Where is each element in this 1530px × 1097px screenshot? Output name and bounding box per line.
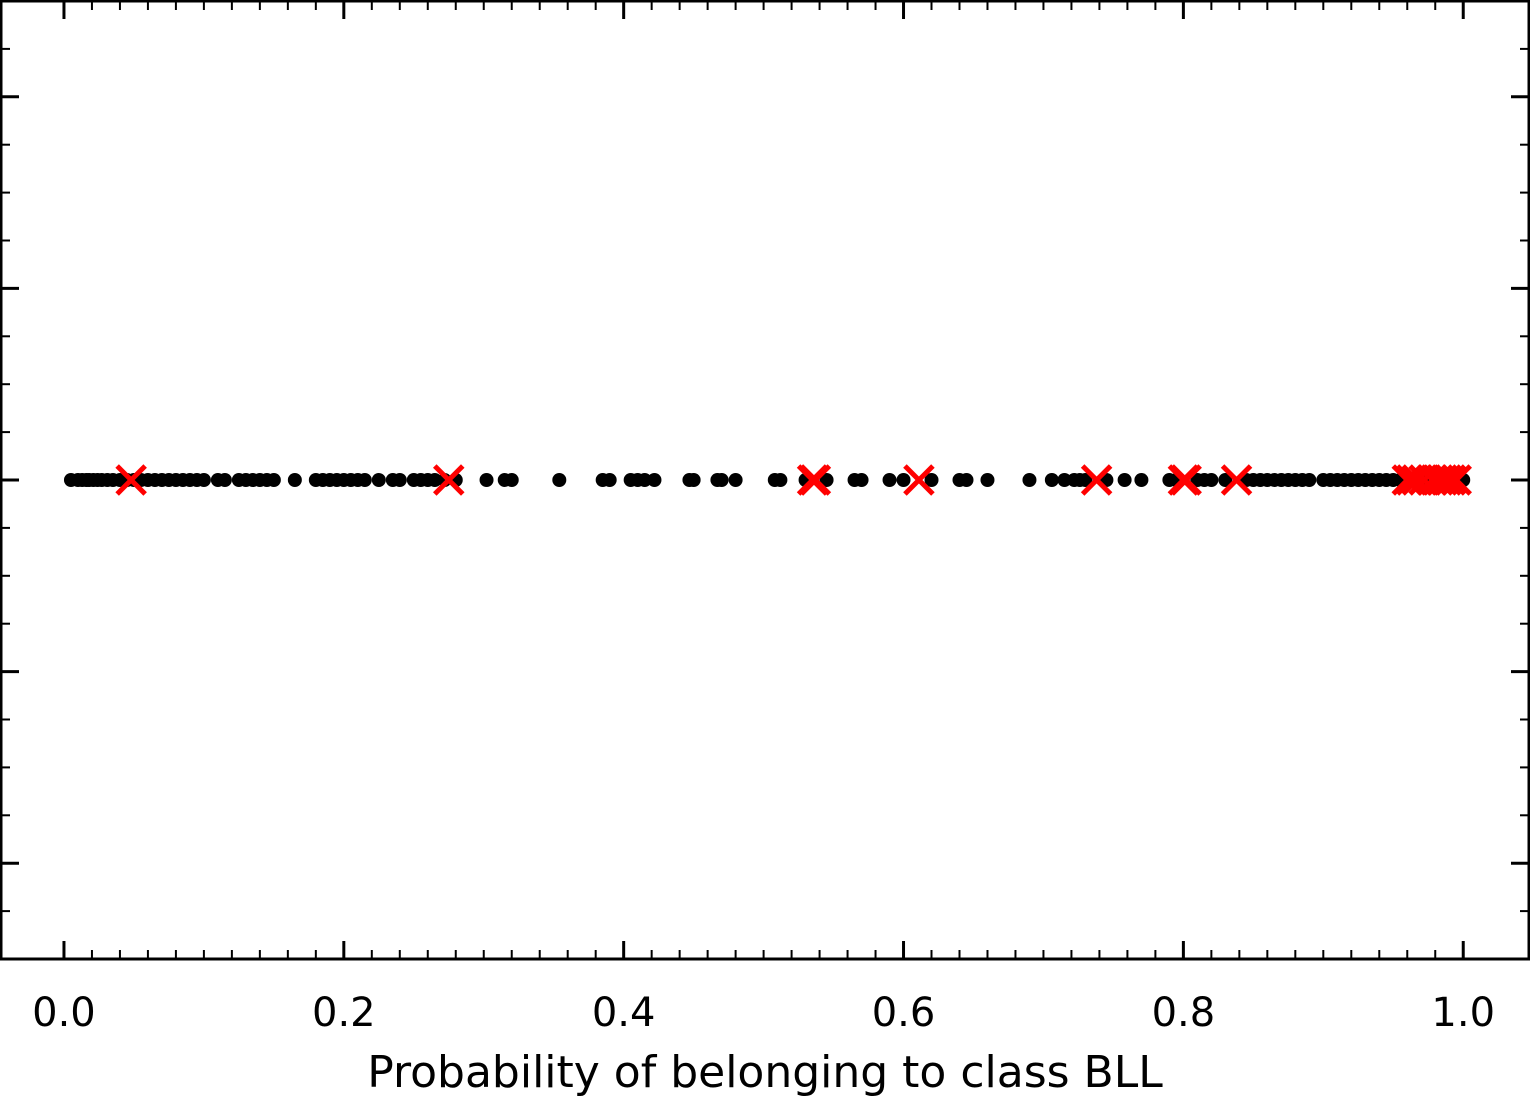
x-tick-label: 0.0: [32, 990, 96, 1036]
data-point-dot: [602, 473, 617, 487]
dot-series: [63, 473, 1471, 487]
data-point-dot: [896, 473, 911, 487]
data-point-dot: [637, 473, 652, 487]
cross-series: [115, 464, 1473, 496]
x-tick-label: 0.2: [312, 990, 376, 1036]
data-point-dot: [504, 473, 519, 487]
data-point-dot: [1022, 473, 1037, 487]
plot-frame: [0, 0, 1530, 961]
data-point-dot: [196, 473, 211, 487]
x-tick-label: 0.8: [1152, 990, 1216, 1036]
data-point-dot: [371, 473, 386, 487]
data-point-dot: [1044, 473, 1059, 487]
x-tick-label: 0.4: [592, 990, 656, 1036]
data-point-dot: [427, 473, 442, 487]
data-point-dot: [882, 473, 897, 487]
data-point-cross: [432, 464, 465, 496]
data-point-dot: [1117, 473, 1132, 487]
x-tick-label: 1.0: [1431, 990, 1495, 1036]
data-point-cross: [799, 464, 832, 496]
data-point-cross: [1434, 464, 1467, 496]
data-point-dot: [854, 473, 869, 487]
data-point-dot: [980, 473, 995, 487]
data-point-dot: [479, 473, 494, 487]
data-point-dot: [714, 473, 729, 487]
data-point-dot: [1134, 473, 1149, 487]
data-point-cross: [1170, 464, 1202, 496]
data-point-dot: [924, 473, 939, 487]
data-point-dot: [1218, 473, 1233, 487]
data-point-dot: [392, 473, 407, 487]
data-point-cross: [1426, 464, 1459, 496]
data-point-dot: [728, 473, 743, 487]
data-point-dot: [1204, 473, 1219, 487]
data-point-cross: [1080, 464, 1113, 496]
data-point-dot: [1057, 473, 1072, 487]
data-point-cross: [1220, 464, 1253, 496]
data-point-dot: [773, 473, 788, 487]
data-point-cross: [115, 464, 147, 496]
x-tick-labels: 0.0 0.2 0.4 0.6 0.8 1.0: [32, 990, 1495, 1036]
x-tick-label: 0.6: [872, 990, 936, 1036]
data-point-dot: [357, 473, 372, 487]
x-axis-label: Probability of belonging to class BLL: [367, 1047, 1163, 1097]
data-point-dot: [1302, 473, 1317, 487]
data-point-cross: [1430, 464, 1463, 496]
data-point-dot: [217, 473, 232, 487]
data-point-dot: [266, 473, 281, 487]
data-point-dot: [819, 473, 834, 487]
data-point-dot: [686, 473, 701, 487]
data-point-cross: [903, 464, 935, 496]
data-point-dot: [647, 473, 662, 487]
data-point-dot: [959, 473, 974, 487]
data-point-dot: [1078, 473, 1093, 487]
data-point-cross: [1440, 464, 1473, 496]
data-point-dot: [552, 473, 567, 487]
data-point-dot: [287, 473, 302, 487]
